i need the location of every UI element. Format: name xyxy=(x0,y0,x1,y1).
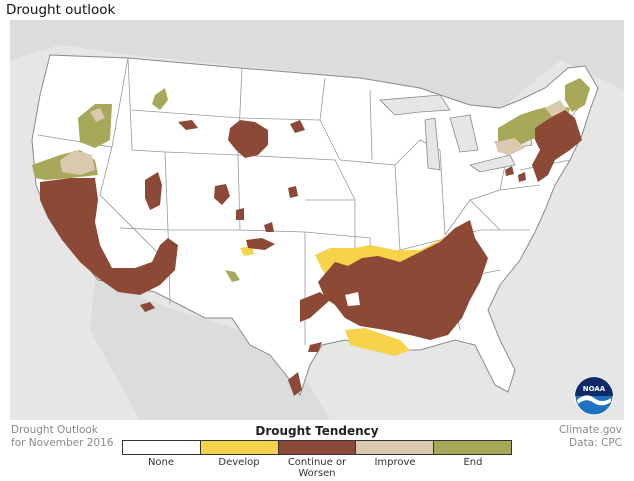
us-drought-map xyxy=(10,20,624,420)
map-title: Drought outlook xyxy=(6,2,116,18)
noaa-logo-icon: NOAA xyxy=(574,376,614,416)
legend-swatch-improve xyxy=(356,441,435,454)
water-bodies xyxy=(345,292,360,306)
legend-label-continue-text: Continue or Worsen xyxy=(287,457,347,479)
drought-continue-areas xyxy=(40,110,582,396)
footer-right-line2: Data: CPC xyxy=(569,437,622,449)
legend-swatch-none xyxy=(123,441,201,454)
footer-left-line2: for November 2016 xyxy=(11,437,114,449)
legend-swatch-continue xyxy=(278,441,357,454)
legend-label-none: None xyxy=(147,457,175,468)
legend-color-bar xyxy=(122,440,512,455)
legend-labels: None Develop Continue or Worsen Improve … xyxy=(122,457,512,479)
legend-swatch-develop xyxy=(200,441,279,454)
legend-swatch-end xyxy=(434,441,511,454)
footer-credit: Climate.gov Data: CPC xyxy=(559,424,622,450)
noaa-logo-text: NOAA xyxy=(583,385,606,393)
legend-label-end: End xyxy=(463,457,483,468)
mexico-region xyxy=(90,280,330,420)
legend-label-continue: Continue or Worsen xyxy=(278,457,356,479)
footer-right-line1: Climate.gov xyxy=(558,424,622,436)
footer-left-line1: Drought Outlook xyxy=(11,424,98,436)
legend-label-improve: Improve xyxy=(374,457,416,468)
canada-region xyxy=(10,20,624,110)
legend-title: Drought Tendency xyxy=(255,424,379,438)
legend-label-develop: Develop xyxy=(218,457,260,468)
map-area xyxy=(10,20,624,420)
footer-outlook-period: Drought Outlook for November 2016 xyxy=(11,424,113,450)
